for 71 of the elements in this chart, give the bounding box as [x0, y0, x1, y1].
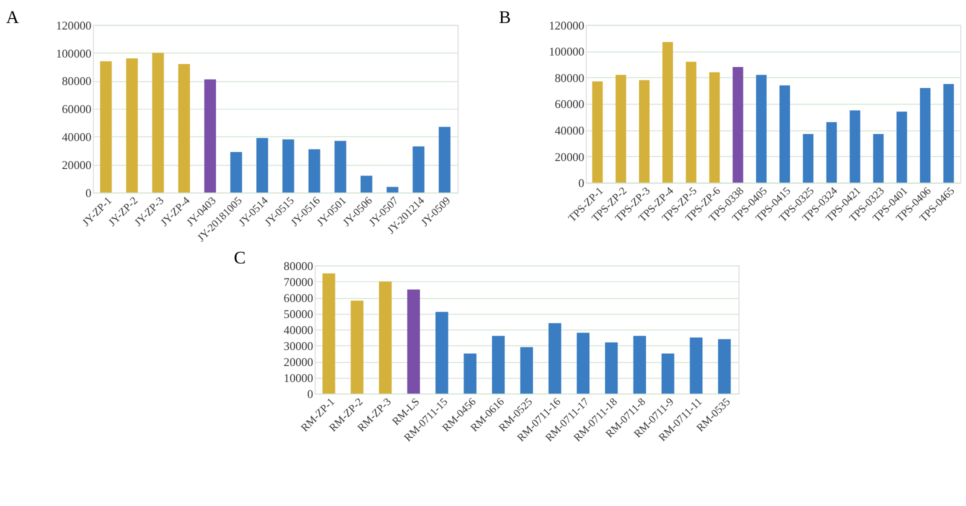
y-tick-label: 50000 — [284, 306, 314, 321]
bar — [438, 126, 450, 192]
y-tick-label: 70000 — [284, 274, 314, 289]
y-tick-label: 80000 — [62, 74, 92, 88]
bar — [360, 176, 372, 192]
y-tick-label: 40000 — [284, 322, 314, 337]
bar — [605, 342, 618, 394]
bar — [873, 134, 884, 183]
bar — [152, 52, 164, 192]
y-tick-label: 120000 — [56, 18, 92, 32]
bar — [850, 110, 860, 183]
bar — [407, 289, 420, 394]
bar — [639, 80, 650, 183]
chart-title: C — [234, 247, 246, 268]
bar — [756, 74, 767, 183]
y-tick-label: 40000 — [62, 130, 92, 144]
bar — [100, 61, 112, 192]
y-tick-label: 10000 — [284, 370, 314, 385]
bar — [126, 58, 138, 192]
bar — [943, 84, 954, 183]
bar — [662, 354, 674, 394]
bar — [412, 146, 424, 192]
bar — [662, 42, 673, 183]
bar — [920, 88, 930, 183]
y-tick-label: 30000 — [284, 338, 314, 353]
bar — [686, 62, 696, 183]
bar — [464, 354, 476, 394]
bar — [896, 112, 908, 183]
y-tick-label: 100000 — [548, 44, 584, 59]
bar — [616, 74, 626, 183]
y-tick-label: 0 — [307, 387, 314, 402]
y-tick-label: 80000 — [284, 258, 314, 273]
y-tick-label: 60000 — [554, 97, 584, 112]
bar — [282, 139, 294, 192]
y-tick-label: 0 — [86, 186, 92, 200]
bar — [690, 338, 703, 394]
y-tick-label: 40000 — [554, 123, 584, 138]
bar — [350, 300, 364, 394]
bar — [230, 152, 242, 192]
y-tick-label: 80000 — [554, 70, 584, 85]
chart-title: A — [6, 6, 20, 27]
bar — [548, 323, 562, 394]
bar — [386, 186, 398, 192]
bar — [709, 72, 720, 183]
bar — [633, 336, 646, 394]
y-tick-label: 0 — [578, 176, 584, 190]
y-tick-label: 120000 — [548, 18, 584, 32]
bar — [334, 140, 346, 192]
bar — [576, 332, 590, 394]
bar — [435, 312, 448, 394]
bar — [802, 134, 814, 183]
y-tick-label: 20000 — [62, 158, 92, 172]
bar — [492, 336, 505, 394]
bar — [520, 347, 533, 394]
bar — [204, 79, 216, 192]
bar — [718, 339, 731, 394]
bar — [732, 66, 744, 183]
bar — [256, 138, 268, 192]
bar — [779, 85, 790, 183]
y-tick-label: 60000 — [62, 102, 92, 116]
y-tick-label: 100000 — [56, 46, 92, 60]
y-tick-label: 20000 — [554, 150, 584, 164]
bar — [178, 64, 190, 192]
bar — [592, 81, 603, 183]
y-tick-label: 60000 — [284, 290, 314, 305]
bar — [826, 122, 837, 183]
y-tick-label: 20000 — [284, 354, 314, 369]
bar — [322, 273, 336, 394]
chart-title: B — [499, 6, 511, 27]
bar — [378, 281, 392, 394]
bar — [308, 149, 320, 192]
